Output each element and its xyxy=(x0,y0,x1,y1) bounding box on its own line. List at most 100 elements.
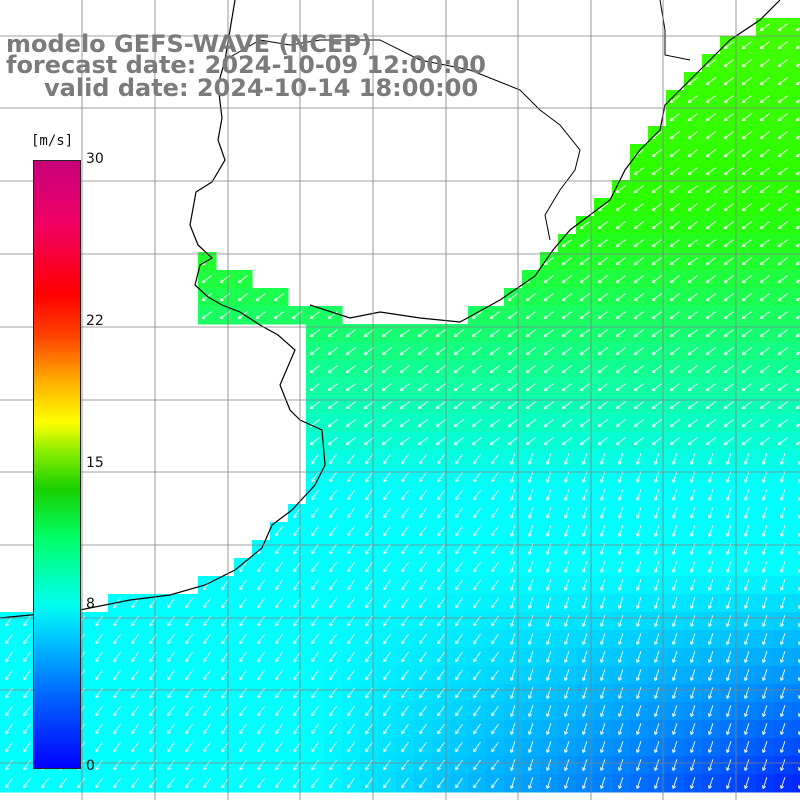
wind-arrow xyxy=(759,41,771,50)
wind-arrow xyxy=(744,633,750,646)
wind-arrow xyxy=(726,777,732,790)
wind-arrow xyxy=(672,777,678,790)
wind-arrow xyxy=(5,705,13,717)
wind-arrow xyxy=(600,615,606,628)
coastline xyxy=(0,0,326,619)
wind-arrow xyxy=(528,687,534,700)
wind-arrow xyxy=(419,705,427,717)
wind-arrow xyxy=(345,401,357,410)
wind-arrow xyxy=(363,347,375,356)
field-cell xyxy=(792,90,800,109)
wind-arrow xyxy=(744,507,750,520)
wind-arrow xyxy=(347,651,355,663)
wind-arrow xyxy=(708,723,714,736)
wind-arrow xyxy=(690,597,696,610)
wind-arrow xyxy=(600,471,606,484)
wind-arrow xyxy=(381,365,393,374)
wind-arrow xyxy=(5,759,13,771)
wind-arrow xyxy=(690,723,696,736)
field-cell xyxy=(792,396,800,415)
wind-arrow xyxy=(654,489,660,502)
wind-arrow xyxy=(455,489,463,501)
wind-arrow xyxy=(597,401,609,410)
wind-arrow xyxy=(5,777,13,789)
wind-arrow xyxy=(435,365,447,374)
wind-arrow xyxy=(564,615,570,628)
wind-arrow xyxy=(293,525,301,537)
wind-arrow xyxy=(455,525,463,537)
wind-arrow xyxy=(293,561,301,573)
wind-arrow xyxy=(437,543,445,555)
wind-arrow xyxy=(690,759,696,772)
wind-arrow xyxy=(419,597,427,609)
wind-arrow xyxy=(489,437,501,446)
wind-arrow xyxy=(795,351,800,356)
wind-arrow xyxy=(723,113,735,122)
wind-arrow xyxy=(744,741,750,754)
wind-arrow xyxy=(221,579,229,591)
wind-arrow xyxy=(672,579,678,592)
field-cell xyxy=(792,234,800,253)
wind-arrow xyxy=(741,239,753,248)
wind-arrow xyxy=(726,705,732,718)
wind-arrow xyxy=(401,489,409,501)
wind-arrow xyxy=(417,383,429,392)
wind-arrow xyxy=(347,471,355,483)
wind-arrow xyxy=(507,383,519,392)
wind-arrow xyxy=(345,437,357,446)
wind-arrow xyxy=(561,275,573,284)
wind-arrow xyxy=(600,561,606,574)
wind-arrow xyxy=(203,723,211,735)
wind-arrow xyxy=(636,525,642,538)
wind-arrow xyxy=(780,687,786,700)
wind-arrow xyxy=(744,615,750,628)
wind-arrow xyxy=(23,741,31,753)
wind-arrow xyxy=(77,777,85,789)
wind-arrow xyxy=(293,633,301,645)
wind-arrow xyxy=(654,777,660,790)
wind-arrow xyxy=(705,401,717,410)
colorbar-unit: [m/s] xyxy=(31,133,74,149)
wind-arrow xyxy=(741,131,753,140)
wind-arrow xyxy=(95,759,103,771)
wind-arrow xyxy=(185,597,193,609)
wind-arrow xyxy=(510,777,516,790)
wind-arrow xyxy=(383,669,391,681)
wind-arrow xyxy=(401,507,409,519)
wind-arrow xyxy=(600,723,606,736)
wind-arrow xyxy=(777,77,789,86)
wind-arrow xyxy=(582,759,588,772)
field-cell xyxy=(792,72,800,91)
wind-arrow xyxy=(687,419,699,428)
wind-arrow xyxy=(401,705,409,717)
wind-arrow xyxy=(561,383,573,392)
wind-arrow xyxy=(365,651,373,663)
wind-arrow xyxy=(597,347,609,356)
wind-arrow xyxy=(615,185,627,194)
wind-arrow xyxy=(383,759,391,771)
wind-arrow xyxy=(672,741,678,754)
wind-arrow xyxy=(705,437,717,446)
wind-arrow xyxy=(780,705,786,718)
wind-arrow xyxy=(723,329,735,338)
wind-arrow xyxy=(293,543,301,555)
wind-arrow xyxy=(669,383,681,392)
wind-arrow xyxy=(579,401,591,410)
wind-arrow xyxy=(201,275,213,284)
wind-arrow xyxy=(651,293,663,302)
wind-arrow xyxy=(654,507,660,520)
wind-arrow xyxy=(690,615,696,628)
wind-arrow xyxy=(582,453,588,466)
wind-arrow xyxy=(95,669,103,681)
wind-arrow xyxy=(546,759,552,772)
wind-arrow xyxy=(741,167,753,176)
wind-arrow xyxy=(453,419,465,428)
wind-arrow xyxy=(510,687,516,700)
wind-arrow xyxy=(311,579,319,591)
wind-arrow xyxy=(723,239,735,248)
wind-arrow xyxy=(705,365,717,374)
wind-arrow xyxy=(579,329,591,338)
wind-arrow xyxy=(618,651,624,664)
wind-arrow xyxy=(473,741,481,753)
wind-arrow xyxy=(564,669,570,682)
